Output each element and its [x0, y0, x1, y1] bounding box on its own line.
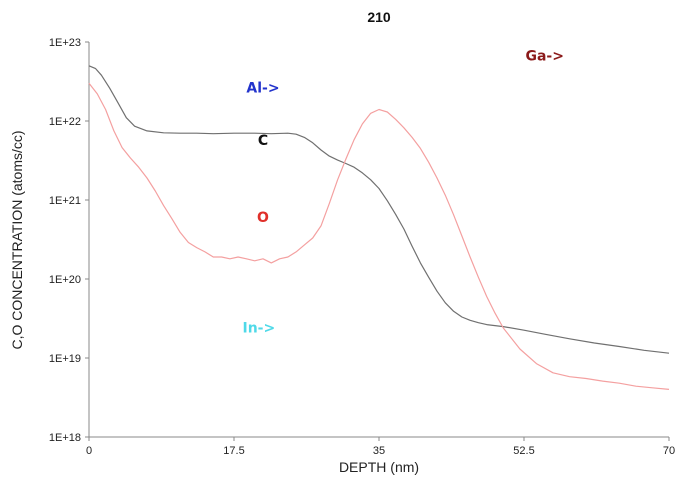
annotation-label: In->: [242, 321, 275, 337]
series-line-o: [88, 82, 670, 390]
x-tick-label: 17.5: [223, 445, 244, 457]
annotation-label: O: [257, 210, 269, 226]
series-line-c: [88, 65, 670, 354]
y-tick-label: 1E+21: [49, 195, 81, 207]
chart-title: 210: [367, 9, 391, 25]
y-tick-label: 1E+22: [49, 116, 81, 128]
x-tick-label: 52.5: [513, 445, 534, 457]
y-tick-label: 1E+20: [49, 274, 81, 286]
annotation-label: Al->: [246, 80, 279, 96]
x-axis-title: DEPTH (nm): [339, 459, 419, 475]
x-tick-label: 35: [373, 445, 385, 457]
y-axis-title: C,O CONCENTRATION (atoms/cc): [9, 130, 25, 349]
annotation-layer: Al-> Ga-> C O In->: [242, 49, 563, 337]
annotation-label: Ga->: [525, 49, 563, 65]
x-tick-label: 70: [663, 445, 675, 457]
annotation-label: C: [258, 133, 268, 149]
x-ticks: 0 17.5 35 52.5 70: [86, 437, 675, 457]
y-tick-label: 1E+18: [49, 432, 81, 444]
y-tick-label: 1E+23: [49, 37, 81, 49]
y-ticks: 1E+18 1E+19 1E+20 1E+21 1E+22 1E+23: [49, 37, 89, 444]
y-tick-label: 1E+19: [49, 353, 81, 365]
x-tick-label: 0: [86, 445, 92, 457]
series-layer: [88, 65, 670, 390]
